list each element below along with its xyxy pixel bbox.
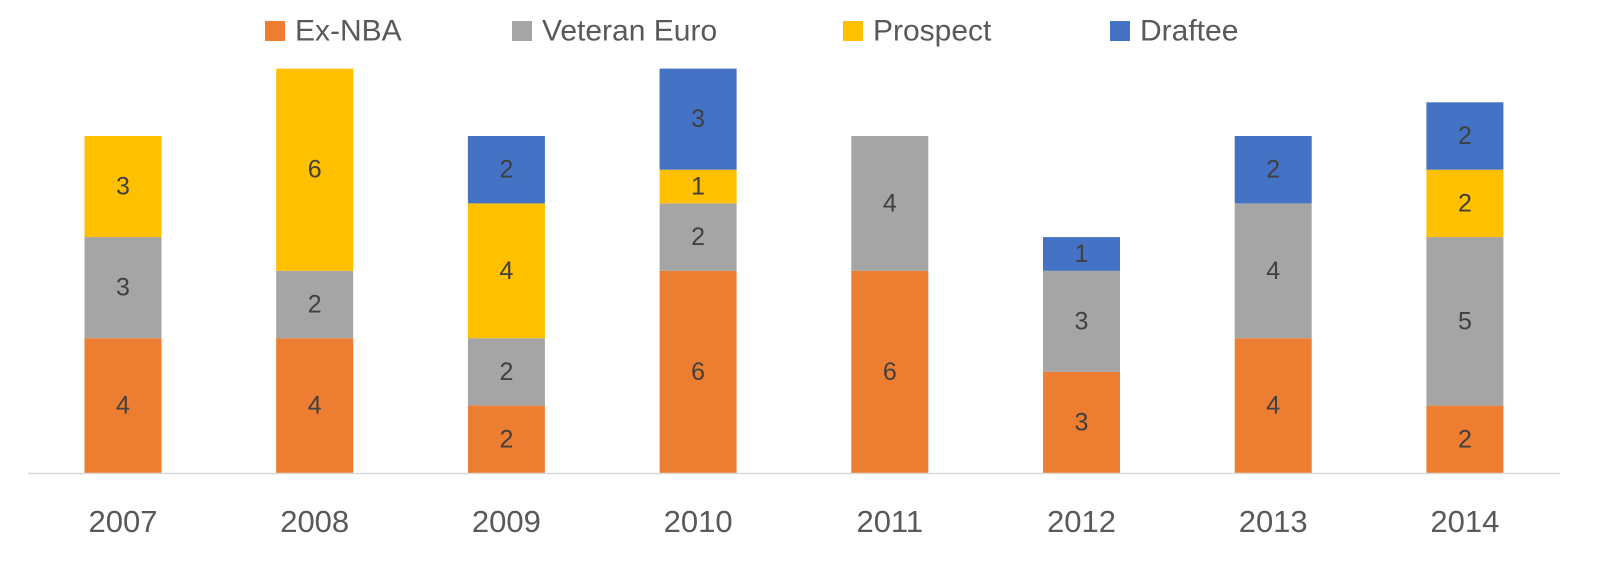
bar-segment: [1426, 169, 1504, 238]
bar-segment: [1426, 237, 1504, 406]
legend: Ex-NBA Veteran Euro Prospect Draftee: [265, 15, 1238, 48]
bar-segment: [276, 338, 354, 473]
x-tick-label: 2014: [1430, 504, 1499, 539]
bar-segment: [84, 136, 162, 238]
bar-segment: [659, 203, 737, 271]
legend-label: Veteran Euro: [542, 15, 717, 48]
bar-stack-2009: 2 2 4 2: [467, 136, 545, 473]
x-tick-label: 2009: [472, 504, 541, 539]
x-tick-label: 2010: [664, 504, 733, 539]
data-label: 6: [883, 358, 897, 386]
bar-stack-2007: 4 3 3: [84, 136, 162, 473]
x-tick-label: 2007: [89, 504, 158, 539]
bar-segment: [1043, 371, 1120, 473]
legend-swatch: [512, 21, 532, 41]
bar-segment: [1426, 405, 1504, 473]
data-label: 4: [499, 257, 513, 285]
data-label: 2: [1458, 189, 1472, 217]
bar-segment: [467, 338, 545, 406]
bar-stack-2013: 4 4 2: [1234, 136, 1312, 473]
data-label: 1: [691, 173, 705, 201]
data-label: 6: [308, 156, 322, 184]
bar-segment: [467, 203, 545, 339]
bar-stack-2012: 3 3 1: [1043, 237, 1120, 473]
bar-stack-2010: 6 2 1 3: [659, 68, 737, 473]
bar-segment: [659, 68, 737, 170]
legend-item: Ex-NBA: [265, 15, 402, 48]
bar-segment: [851, 136, 929, 271]
bar-segment: [276, 270, 354, 339]
legend-label: Prospect: [873, 15, 992, 48]
legend-item: Veteran Euro: [512, 15, 717, 48]
bar-segment: [1234, 136, 1312, 204]
bar-segment: [659, 169, 737, 204]
data-label: 3: [691, 105, 705, 133]
bar-stack-2014: 2 5 2 2: [1426, 102, 1504, 473]
bar-segment: [1234, 203, 1312, 339]
bar-segment: [84, 338, 162, 473]
bar-segment: [467, 405, 545, 473]
data-label: 3: [116, 173, 130, 201]
legend-swatch: [265, 21, 285, 41]
x-axis-ticks: 2007 2008 2009 2010 2011 2012 2013 2014: [89, 504, 1500, 539]
legend-swatch: [843, 21, 863, 41]
data-label: 2: [1458, 425, 1472, 453]
bar-segment: [1043, 237, 1120, 271]
data-label: 2: [1266, 156, 1280, 184]
data-label: 5: [1458, 307, 1472, 335]
bar-segment: [1426, 102, 1504, 170]
data-label: 1: [1075, 240, 1089, 268]
x-tick-label: 2012: [1047, 504, 1116, 539]
bar-stack-2008: 4 2 6: [276, 68, 354, 473]
bar-segment: [467, 136, 545, 204]
data-label: 2: [308, 291, 322, 319]
data-label: 2: [1458, 122, 1472, 150]
x-tick-label: 2008: [280, 504, 349, 539]
bar-segment: [659, 270, 737, 473]
legend-item: Draftee: [1110, 15, 1238, 48]
data-label: 2: [691, 223, 705, 251]
data-label: 3: [116, 274, 130, 302]
data-label: 3: [1075, 307, 1089, 335]
data-label: 2: [499, 156, 513, 184]
bar-segment: [84, 237, 162, 339]
data-label: 2: [499, 358, 513, 386]
data-label: 4: [1266, 392, 1280, 420]
data-label: 3: [1075, 408, 1089, 436]
legend-label: Draftee: [1140, 15, 1238, 48]
x-tick-label: 2013: [1239, 504, 1308, 539]
data-label: 4: [1266, 257, 1280, 285]
bar-segment: [1234, 338, 1312, 473]
bar-stack-2011: 64: [851, 136, 929, 473]
data-label: 4: [883, 189, 897, 217]
x-tick-label: 2011: [856, 504, 923, 539]
bar-segment: [1043, 270, 1120, 372]
data-label: 2: [499, 425, 513, 453]
bar-segment: [851, 270, 929, 473]
legend-label: Ex-NBA: [295, 15, 402, 48]
bar-segment: [276, 68, 354, 271]
legend-swatch: [1110, 21, 1130, 41]
data-label: 6: [691, 358, 705, 386]
data-label: 4: [116, 392, 130, 420]
data-label: 4: [308, 392, 322, 420]
legend-item: Prospect: [843, 15, 992, 48]
